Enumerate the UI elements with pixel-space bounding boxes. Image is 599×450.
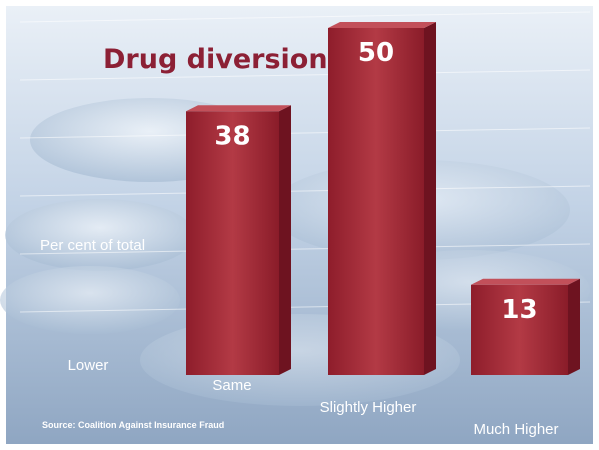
bar-top [328,22,436,28]
category-label: Lower [68,357,109,374]
category-labels: Lower Same Slightly Higher Much Higher [68,357,559,438]
grid-line [19,243,591,255]
bar [186,111,279,375]
chart-title: Drug diversion [103,44,328,75]
category-label: Much Higher [473,421,558,438]
source-note: Source: Coalition Against Insurance Frau… [42,420,224,430]
y-axis-label: Per cent of total [40,237,145,254]
bar-side [279,105,291,375]
bar-value-label: 13 [501,295,537,325]
bar-top [186,105,291,112]
category-label: Same [212,377,251,394]
bar [328,28,424,375]
bar-side [424,22,436,375]
category-label: Slightly Higher [320,399,417,416]
bars: 38 50 13 [186,22,580,375]
grid-line [19,69,591,81]
bar-value-label: 38 [214,121,250,151]
grid-line [19,127,591,139]
bar-top [471,278,580,285]
bar-value-label: 50 [358,38,394,68]
grid-line [19,185,591,197]
bar [471,284,568,375]
bar-side [568,278,580,375]
grid-line [19,11,591,23]
